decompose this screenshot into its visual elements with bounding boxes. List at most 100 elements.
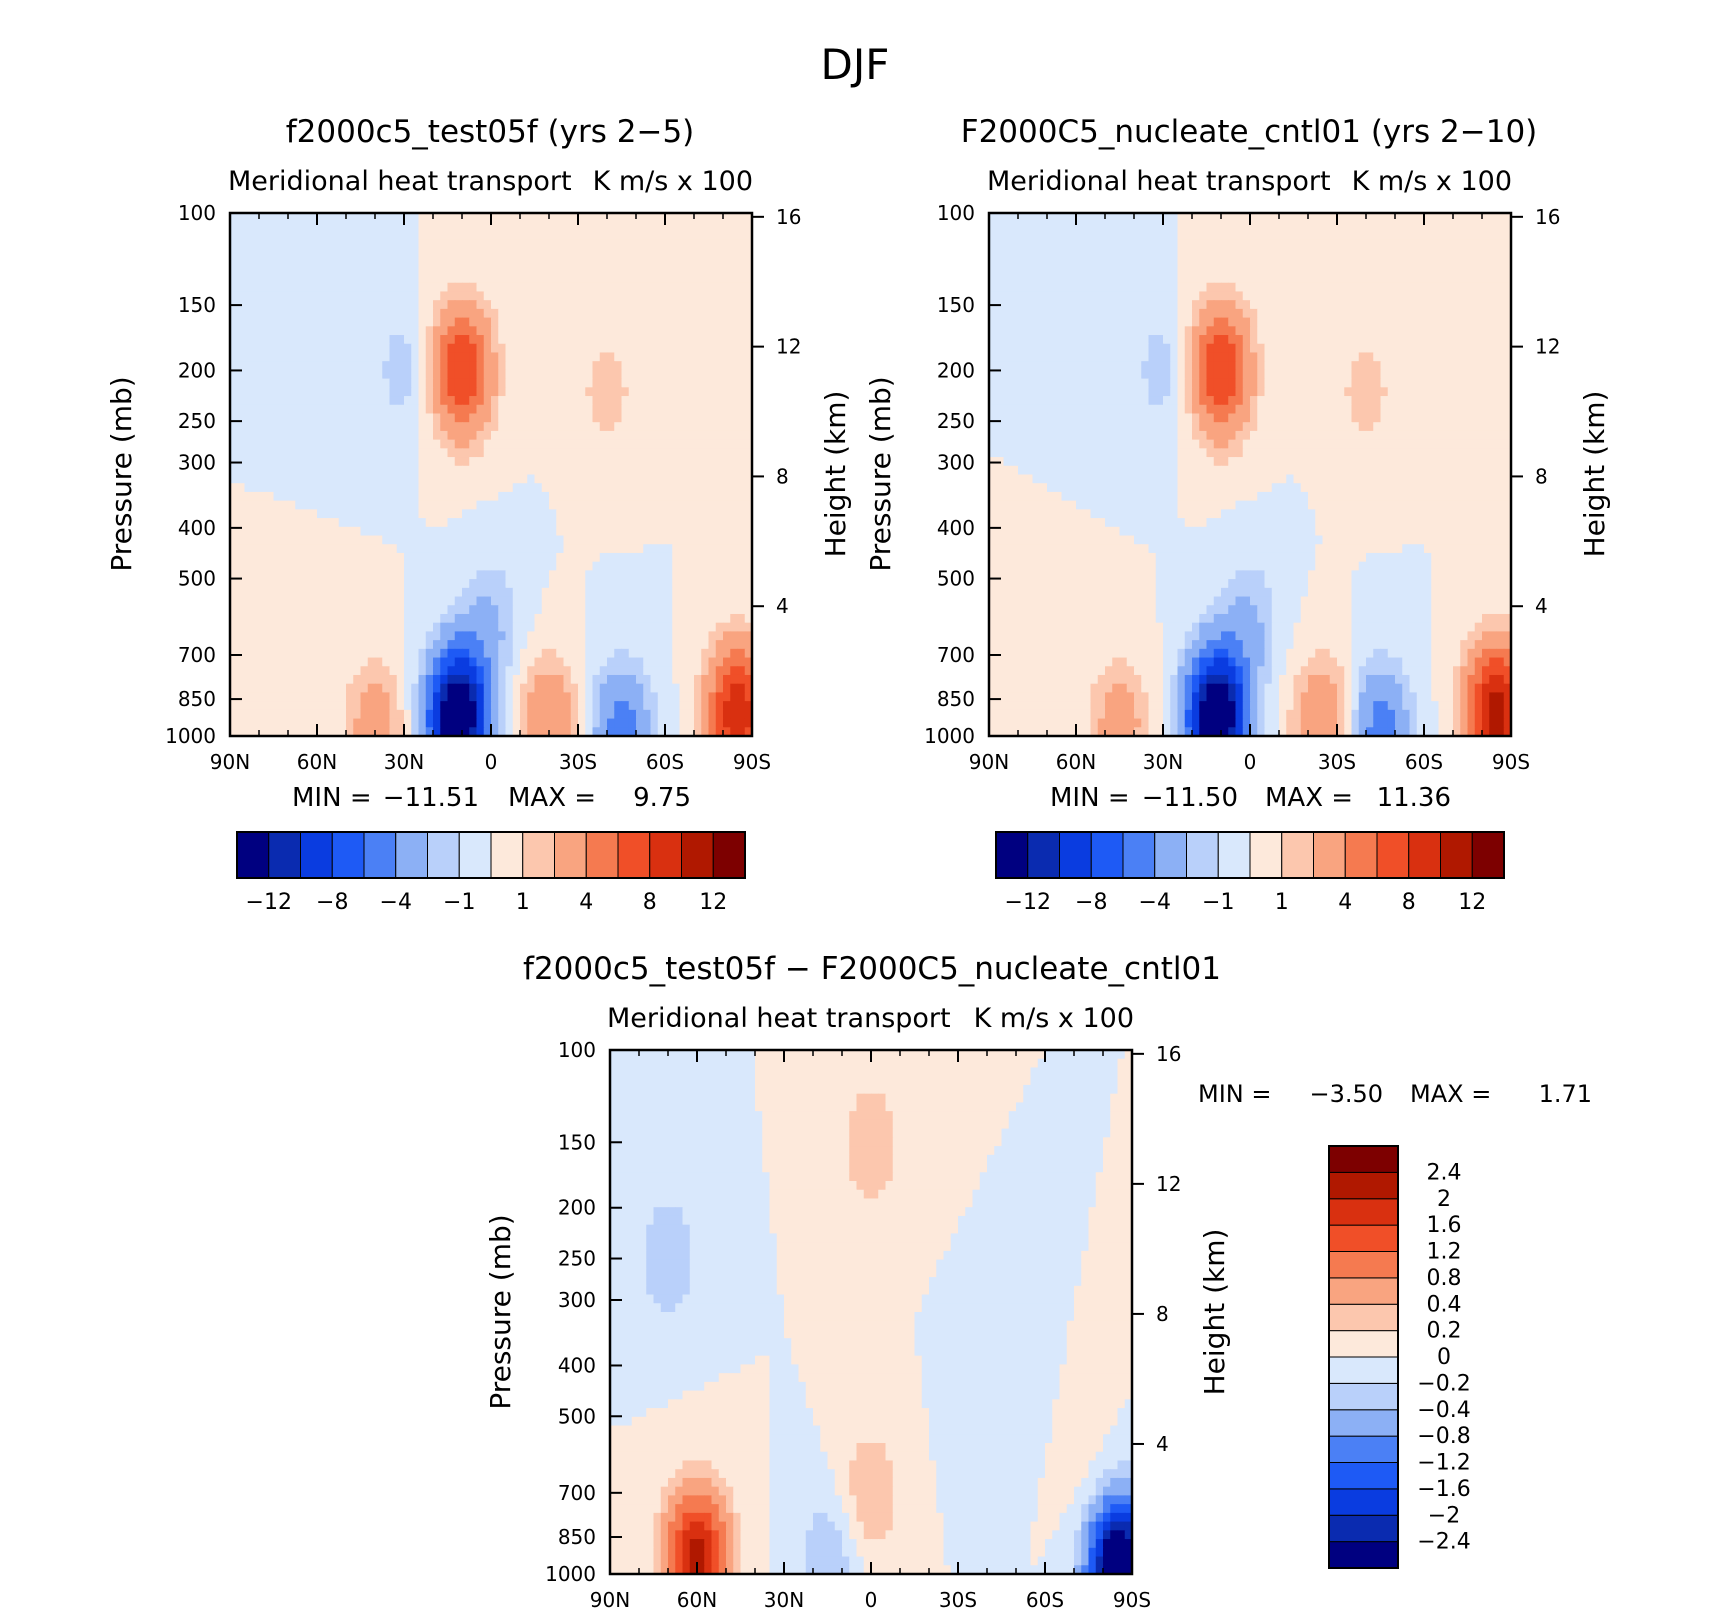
contour-cell [404, 378, 412, 388]
contour-cell [266, 709, 275, 720]
contour-cell [621, 300, 630, 310]
contour-cell [549, 692, 557, 702]
contour-cell [295, 561, 304, 571]
contour-cell [302, 509, 311, 519]
contour-cell [230, 265, 238, 275]
contour-cell [592, 265, 601, 275]
contour-cell [411, 587, 420, 598]
contour-cell [592, 213, 601, 223]
contour-cell [230, 465, 238, 476]
contour-cell [462, 474, 470, 484]
contour-cell [1206, 274, 1215, 284]
contour-cell [389, 326, 398, 336]
contour-cell [1380, 247, 1389, 258]
contour-cell [1083, 265, 1092, 275]
contour-cell [491, 674, 499, 685]
contour-cell [556, 491, 565, 502]
contour-cell [679, 247, 688, 258]
contour-cell [367, 474, 376, 484]
contour-cell [302, 587, 311, 598]
contour-cell [317, 709, 325, 720]
contour-cell [585, 535, 594, 545]
contour-cell [375, 666, 383, 676]
contour-cell [527, 552, 536, 563]
contour-cell [324, 683, 333, 694]
contour-cell [1003, 239, 1012, 249]
contour-cell [628, 552, 637, 563]
contour-cell [570, 213, 579, 223]
contour-cell [1431, 247, 1440, 258]
contour-cell [425, 274, 434, 284]
contour-cell [621, 613, 630, 624]
contour-cell [317, 544, 325, 554]
contour-cell [1221, 213, 1229, 223]
contour-cell [679, 404, 688, 415]
contour-cell [657, 509, 666, 519]
contour-cell [425, 465, 434, 476]
contour-cell [744, 256, 753, 266]
contour-cell [237, 413, 246, 423]
contour-cell [628, 308, 637, 319]
contour-cell [1242, 239, 1251, 249]
contour-cell [266, 265, 275, 275]
contour-cell [505, 317, 514, 327]
contour-cell [331, 570, 340, 580]
contour-cell [585, 683, 594, 694]
contour-cell [512, 727, 521, 737]
contour-cell [346, 378, 354, 388]
contour-cell [708, 648, 717, 659]
contour-cell [534, 631, 543, 641]
contour-cell [694, 387, 702, 397]
contour-cell [338, 552, 347, 563]
contour-cell [1054, 230, 1063, 240]
contour-cell [636, 605, 644, 615]
contour-cell [701, 544, 710, 554]
contour-cell [237, 430, 246, 441]
contour-cell [556, 631, 565, 641]
contour-cell [570, 509, 579, 519]
contour-cell [338, 221, 347, 232]
contour-cell [556, 256, 565, 266]
contour-cell [288, 526, 296, 537]
contour-cell [1300, 230, 1309, 240]
contour-cell [389, 274, 398, 284]
contour-cell [295, 613, 304, 624]
contour-cell [701, 631, 710, 641]
contour-cell [375, 605, 383, 615]
contour-cell [346, 701, 354, 711]
contour-cell [309, 474, 318, 484]
contour-cell [730, 701, 739, 711]
contour-cell [266, 465, 275, 476]
contour-cell [389, 579, 398, 589]
contour-cell [512, 265, 521, 275]
contour-cell [563, 657, 572, 667]
contour-cell [1119, 265, 1128, 275]
contour-cell [708, 605, 717, 615]
contour-cell [302, 448, 311, 458]
contour-cell [317, 404, 325, 415]
contour-cell [317, 692, 325, 702]
contour-cell [614, 674, 623, 685]
contour-cell [375, 457, 383, 467]
contour-cell [367, 579, 376, 589]
contour-cell [737, 213, 746, 223]
contour-cell [367, 570, 376, 580]
y-axis-label: Pressure (mb) [105, 376, 138, 571]
contour-cell [686, 439, 695, 449]
contour-cell [614, 579, 623, 589]
contour-cell [375, 439, 383, 449]
contour-cell [556, 683, 565, 694]
contour-cell [996, 265, 1005, 275]
contour-cell [1279, 247, 1287, 258]
contour-cell [556, 544, 565, 554]
contour-cell [1126, 274, 1135, 284]
contour-cell [230, 657, 238, 667]
contour-cell [1018, 221, 1026, 232]
contour-cell [324, 613, 333, 624]
contour-cell [701, 648, 710, 659]
contour-cell [309, 518, 318, 528]
contour-cell [570, 666, 579, 676]
contour-cell [280, 518, 289, 528]
contour-cell [563, 404, 572, 415]
contour-cell [440, 535, 449, 545]
